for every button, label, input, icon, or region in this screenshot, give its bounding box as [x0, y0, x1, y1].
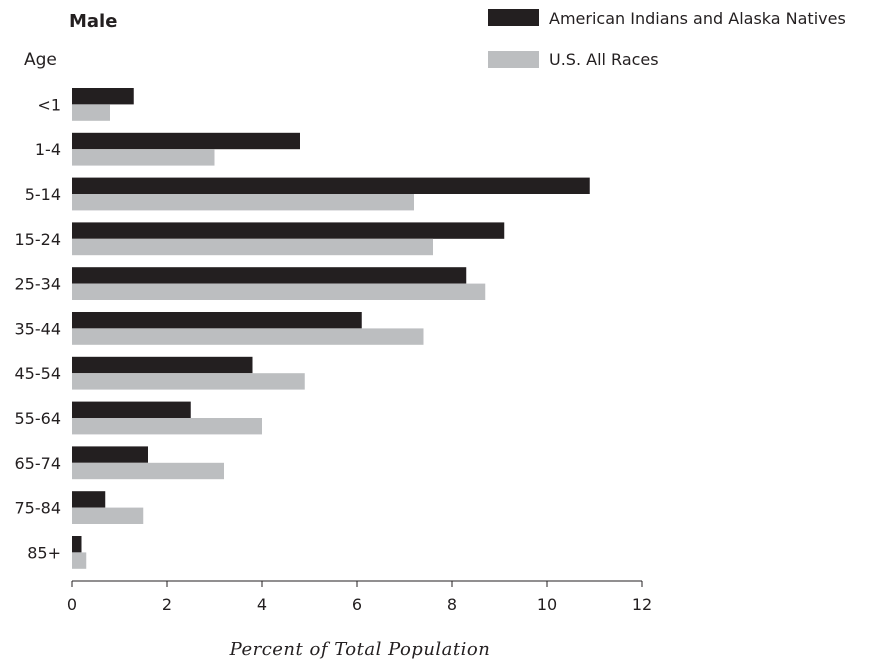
y-tick-label-5-14: 5-14	[25, 185, 61, 204]
bar-american-indians-1-4	[72, 132, 300, 150]
bar-us-all-races-1-4	[72, 149, 215, 166]
bar-us-all-races-45-54	[72, 373, 305, 390]
bar-american-indians-65-74	[72, 446, 148, 463]
bar-american-indians-lt1	[72, 88, 134, 105]
x-tick-label-12: 12	[632, 595, 652, 614]
y-tick-label-65-74: 65-74	[15, 454, 62, 473]
bar-us-all-races-55-64	[72, 418, 262, 435]
bar-us-all-races-85plus	[72, 552, 87, 569]
legend-label-american-indians: American Indians and Alaska Natives	[549, 9, 846, 28]
bar-american-indians-25-34	[72, 267, 467, 284]
bar-american-indians-75-84	[72, 491, 106, 508]
plot-area: <1 1-4 5-14 15-24 25-34 35-44 45-54 55-64 65-74 7…	[15, 88, 652, 614]
bar-us-all-races-5-14	[72, 194, 414, 211]
y-tick-label-35-44: 35-44	[15, 319, 62, 338]
y-tick-label-75-84: 75-84	[15, 499, 62, 518]
x-tick-label-6: 6	[352, 595, 362, 614]
bar-us-all-races-75-84	[72, 507, 144, 524]
y-tick-label-25-34: 25-34	[15, 275, 62, 294]
x-tick-label-8: 8	[447, 595, 457, 614]
bar-american-indians-45-54	[72, 356, 253, 374]
x-tick-label-0: 0	[67, 595, 77, 614]
bar-american-indians-85plus	[72, 536, 82, 553]
bar-american-indians-35-44	[72, 312, 362, 329]
x-axis-label: Percent of Total Population	[229, 639, 491, 660]
bar-us-all-races-15-24	[72, 238, 433, 256]
y-tick-label-lt1: <1	[37, 95, 61, 114]
x-tick-label-10: 10	[537, 595, 557, 614]
legend-label-us-all-races: U.S. All Races	[549, 50, 659, 69]
legend-swatch-american-indians	[488, 9, 539, 26]
bar-us-all-races-25-34	[72, 283, 486, 300]
y-tick-label-15-24: 15-24	[15, 230, 62, 249]
y-tick-label-55-64: 55-64	[15, 409, 62, 428]
bar-us-all-races-35-44	[72, 328, 424, 345]
bar-american-indians-55-64	[72, 401, 191, 418]
y-tick-label-1-4: 1-4	[35, 140, 61, 159]
category-axis-title: Age	[24, 50, 57, 70]
bar-us-all-races-65-74	[72, 462, 224, 480]
legend: American Indians and Alaska Natives U.S.…	[488, 9, 846, 69]
bar-american-indians-5-14	[72, 177, 590, 194]
x-tick-label-4: 4	[257, 595, 267, 614]
legend-swatch-us-all-races	[488, 51, 539, 68]
x-tick-label-2: 2	[162, 595, 172, 614]
bar-us-all-races-lt1	[72, 104, 110, 121]
chart-title: Male	[69, 11, 117, 32]
y-tick-label-45-54: 45-54	[15, 364, 62, 383]
y-tick-label-85plus: 85+	[27, 543, 61, 562]
bar-american-indians-15-24	[72, 222, 505, 239]
